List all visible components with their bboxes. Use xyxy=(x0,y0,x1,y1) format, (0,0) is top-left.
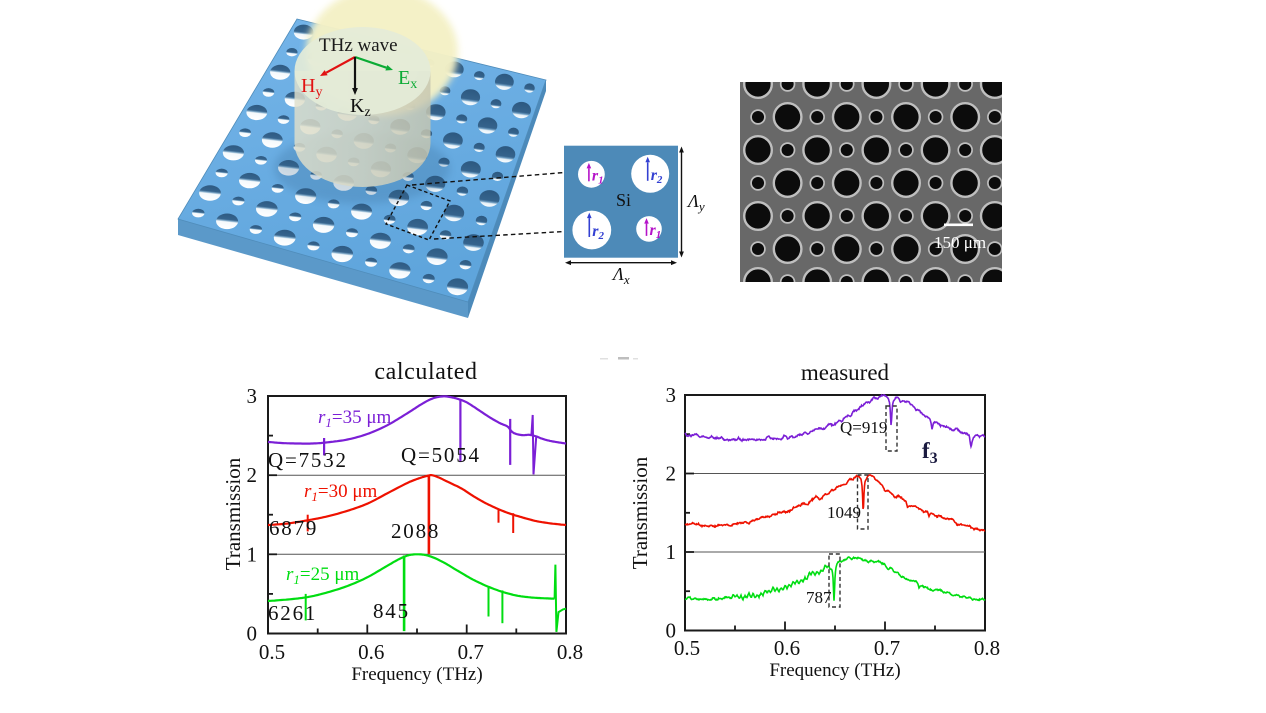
svg-text:r1: r1 xyxy=(592,167,604,186)
svg-text:0.5: 0.5 xyxy=(259,640,285,664)
svg-text:THz wave: THz wave xyxy=(319,35,398,56)
svg-text:0: 0 xyxy=(666,619,677,643)
svg-text:6879: 6879 xyxy=(269,516,318,540)
svg-text:Si: Si xyxy=(616,190,631,210)
svg-text:2: 2 xyxy=(247,463,258,487)
svg-text:Frequency (THz): Frequency (THz) xyxy=(351,664,482,685)
svg-text:Q=5054: Q=5054 xyxy=(401,443,481,467)
svg-text:0.8: 0.8 xyxy=(974,636,1000,660)
svg-text:3: 3 xyxy=(247,384,258,408)
svg-text:1: 1 xyxy=(666,540,677,564)
svg-text:150 μm: 150 μm xyxy=(934,233,986,252)
svg-text:r1=25 μm: r1=25 μm xyxy=(286,564,360,587)
svg-text:Q=919: Q=919 xyxy=(840,418,887,437)
svg-text:787: 787 xyxy=(806,588,832,607)
svg-text:0.7: 0.7 xyxy=(458,640,484,664)
svg-text:2088: 2088 xyxy=(391,519,440,543)
svg-text:0.6: 0.6 xyxy=(358,640,384,664)
svg-text:845: 845 xyxy=(373,599,410,623)
svg-text:2: 2 xyxy=(666,462,677,486)
svg-text:1: 1 xyxy=(247,542,258,566)
svg-text:Frequency (THz): Frequency (THz) xyxy=(769,660,900,681)
svg-text:Q=7532: Q=7532 xyxy=(268,448,348,472)
svg-text:r1=30 μm: r1=30 μm xyxy=(304,481,378,504)
svg-text:3: 3 xyxy=(666,383,677,407)
svg-text:r1: r1 xyxy=(650,222,662,241)
svg-text:Transmission: Transmission xyxy=(628,456,652,569)
svg-text:0.7: 0.7 xyxy=(874,636,900,660)
svg-text:r1=35 μm: r1=35 μm xyxy=(318,407,392,430)
svg-text:0.8: 0.8 xyxy=(557,640,583,664)
svg-text:Transmission: Transmission xyxy=(221,457,245,570)
svg-text:1049: 1049 xyxy=(827,503,861,522)
svg-text:6261: 6261 xyxy=(268,601,317,625)
svg-text:0: 0 xyxy=(247,622,258,646)
svg-text:measured: measured xyxy=(801,360,890,385)
svg-text:0.5: 0.5 xyxy=(674,636,700,660)
svg-text:0.6: 0.6 xyxy=(774,636,800,660)
svg-text:calculated: calculated xyxy=(374,359,477,385)
